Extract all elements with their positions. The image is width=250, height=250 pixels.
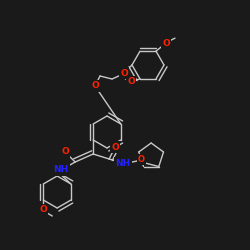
Text: O: O — [40, 206, 47, 214]
Text: NH: NH — [54, 166, 69, 174]
Text: O: O — [61, 148, 69, 156]
Text: O: O — [91, 82, 99, 90]
Text: NH: NH — [116, 158, 131, 168]
Text: O: O — [138, 155, 145, 164]
Text: O: O — [162, 39, 170, 48]
Text: O: O — [127, 77, 135, 86]
Text: O: O — [120, 68, 128, 78]
Text: O: O — [111, 142, 119, 152]
